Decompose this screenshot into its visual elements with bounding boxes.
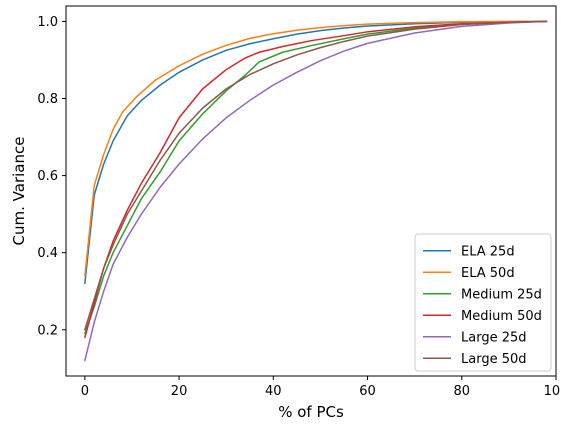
y-axis-label: Cum. Variance <box>10 137 28 246</box>
series-line-1 <box>84 20 548 277</box>
legend-label: ELA 25d <box>461 244 515 259</box>
y-tick-label: 1.0 <box>37 15 58 30</box>
x-tick-label: 100 <box>544 384 561 399</box>
y-tick-label: 0.4 <box>37 246 58 261</box>
x-axis-label: % of PCs <box>278 403 344 421</box>
x-tick-label: 20 <box>171 384 188 399</box>
legend-label: ELA 50d <box>461 266 515 281</box>
legend-label: Medium 25d <box>461 287 542 302</box>
series-line-3 <box>84 20 548 339</box>
x-tick-label: 0 <box>81 384 89 399</box>
x-tick-label: 80 <box>453 384 470 399</box>
y-tick-label: 0.6 <box>37 169 58 184</box>
legend-label: Large 50d <box>461 352 527 367</box>
series-line-5 <box>84 20 548 331</box>
series-layer <box>84 20 548 362</box>
legend: ELA 25d ELA 50d Medium 25d Medium 50d Large … <box>414 233 552 372</box>
legend-label: Medium 50d <box>461 309 542 324</box>
legend-label: Large 25d <box>461 330 527 345</box>
x-axis: 0 20 40 60 80 100 <box>81 376 561 399</box>
x-tick-label: 60 <box>359 384 376 399</box>
x-tick-label: 40 <box>265 384 282 399</box>
y-axis: 0.2 0.4 0.6 0.8 1.0 <box>37 15 66 338</box>
series-line-0 <box>84 20 548 285</box>
y-tick-label: 0.8 <box>37 92 58 107</box>
y-tick-label: 0.2 <box>37 323 58 338</box>
plot-frame <box>65 5 557 377</box>
series-line-4 <box>84 20 548 362</box>
